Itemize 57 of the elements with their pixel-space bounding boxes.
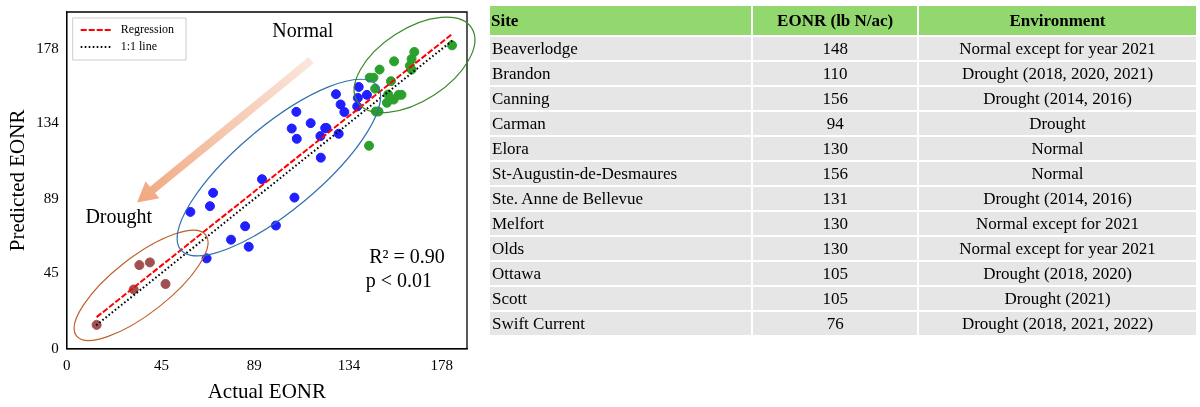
- y-tick-label: 89: [43, 189, 59, 206]
- category-label: Environment: [918, 5, 1197, 36]
- text: 148: [752, 36, 919, 61]
- text: St-Augustin-de-Desmaures: [489, 161, 753, 186]
- text: 156: [752, 86, 919, 111]
- x-axis-title: Actual EONR: [207, 378, 327, 403]
- text: 94: [752, 111, 919, 136]
- text: Normal: [918, 136, 1197, 161]
- text: Drought (2018, 2020): [918, 261, 1197, 286]
- x-tick-label: 178: [430, 356, 453, 373]
- text: 131: [752, 186, 919, 211]
- category-label: EONR (lb N/ac): [752, 5, 919, 36]
- text: Canning: [489, 86, 753, 111]
- text: Ottawa: [489, 261, 753, 286]
- x-tick-label: 134: [337, 356, 361, 373]
- text: Normal except for 2021: [918, 211, 1197, 236]
- text: Drought (2014, 2016): [918, 86, 1197, 111]
- text: Carman: [489, 111, 753, 136]
- text: 105: [752, 261, 919, 286]
- text: Drought (2018, 2021, 2022): [918, 311, 1197, 336]
- y-tick-label: 178: [36, 39, 59, 56]
- annotation: p < 0.01: [365, 268, 433, 292]
- annotation: R² = 0.90: [369, 245, 445, 268]
- text: 110: [752, 61, 919, 86]
- text: Scott: [489, 286, 753, 311]
- y-axis-title: Predicted EONR: [5, 109, 30, 252]
- x-tick-label: 89: [246, 356, 262, 373]
- x-tick-label: 0: [62, 356, 71, 373]
- y-tick-label: 45: [43, 263, 59, 280]
- text: Drought (2021): [918, 286, 1197, 311]
- text: Drought (2014, 2016): [918, 186, 1197, 211]
- y-tick-label: 0: [51, 339, 59, 356]
- text: Brandon: [489, 61, 753, 86]
- y-tick-label: 134: [36, 114, 60, 131]
- category-label: Site: [489, 5, 753, 36]
- text: 105: [752, 286, 919, 311]
- legend-label: Regression: [120, 22, 175, 37]
- text: Normal: [918, 161, 1197, 186]
- text: Drought: [918, 111, 1197, 136]
- text: 130: [752, 236, 919, 261]
- text: Elora: [489, 136, 753, 161]
- text: Swift Current: [489, 311, 753, 336]
- annotation: Normal: [272, 19, 334, 42]
- text: Ste. Anne de Bellevue: [489, 186, 753, 211]
- text: Beaverlodge: [489, 36, 753, 61]
- text: 76: [752, 311, 919, 336]
- text: Olds: [489, 236, 753, 261]
- text: 130: [752, 136, 919, 161]
- annotation: Drought: [85, 204, 153, 228]
- text: 156: [752, 161, 919, 186]
- x-tick-label: 45: [154, 356, 170, 373]
- text: Normal except for year 2021: [918, 236, 1197, 261]
- text: Drought (2018, 2020, 2021): [918, 61, 1197, 86]
- text: 130: [752, 211, 919, 236]
- legend-label: 1:1 line: [120, 39, 158, 54]
- text: Normal except for year 2021: [918, 36, 1197, 61]
- text: Melfort: [489, 211, 753, 236]
